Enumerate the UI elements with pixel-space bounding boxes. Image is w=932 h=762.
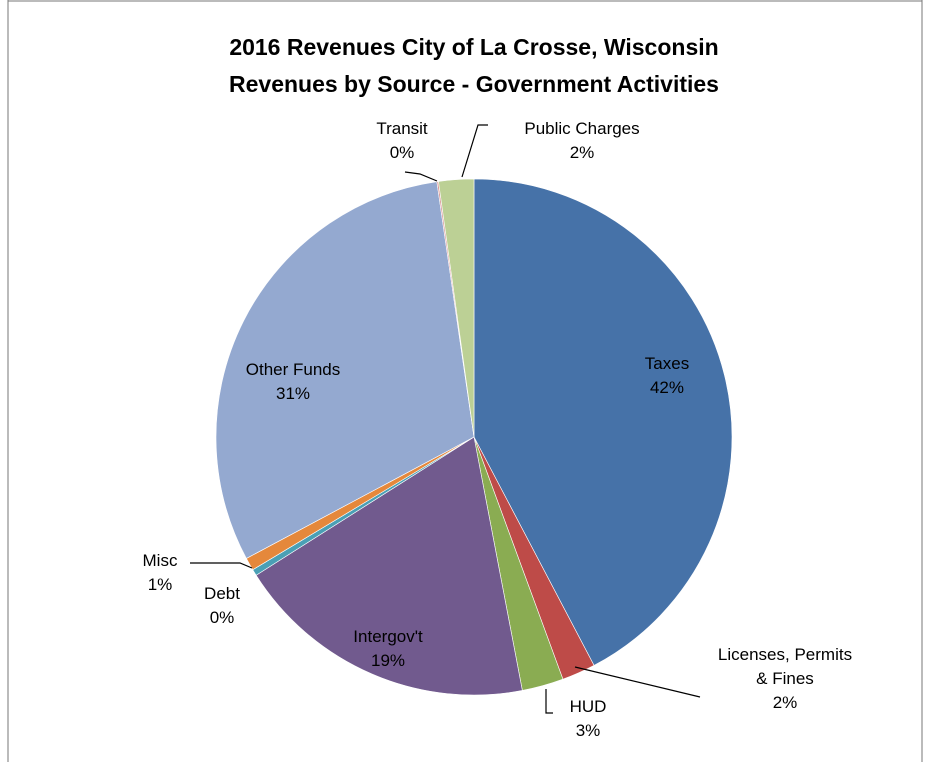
label-value: 2% — [772, 693, 798, 712]
chart-subtitle: Revenues by Source - Government Activiti… — [229, 71, 719, 97]
leader-lines — [190, 124, 701, 714]
leader-line — [461, 124, 488, 178]
pie-slice — [255, 436, 523, 696]
label-value: 0% — [389, 143, 415, 162]
label-value: 2% — [569, 143, 595, 162]
data-label: Licenses, Permits & Fines 2% — [718, 643, 853, 715]
label-value: 1% — [147, 575, 173, 594]
leader-line — [190, 562, 253, 569]
label-value: 19% — [370, 651, 406, 670]
label-value: 0% — [209, 608, 235, 627]
pie-slice — [215, 181, 475, 559]
label-value: 42% — [649, 378, 685, 397]
label-category: Misc — [142, 551, 178, 570]
data-label: Intergov't 19% — [353, 625, 422, 673]
leader-line — [574, 666, 701, 698]
label-category: Taxes — [644, 354, 690, 373]
data-label: Debt 0% — [204, 582, 240, 630]
slices — [215, 178, 733, 696]
label-value: 31% — [275, 384, 311, 403]
leader-line — [404, 171, 438, 182]
pie-slice — [438, 178, 475, 438]
label-category: Intergov't — [353, 627, 423, 646]
label-category: HUD — [569, 697, 607, 716]
chart-title: 2016 Revenues City of La Crosse, Wiscons… — [229, 34, 718, 60]
pie-slice — [473, 178, 733, 666]
data-label: Taxes 42% — [645, 352, 689, 400]
label-value: 3% — [575, 721, 601, 740]
data-label: Public Charges 2% — [524, 117, 639, 165]
leader-line — [545, 689, 553, 714]
data-label: Other Funds 31% — [246, 358, 341, 406]
label-category: Other Funds — [245, 360, 341, 379]
label-category: Public Charges — [524, 119, 640, 138]
label-category: Transit — [376, 119, 428, 138]
data-label: Transit 0% — [376, 117, 427, 165]
data-label: Misc 1% — [143, 549, 178, 597]
label-category: Debt — [204, 584, 240, 603]
data-label: HUD 3% — [570, 695, 607, 743]
label-category: Licenses, Permits & Fines — [717, 645, 853, 688]
